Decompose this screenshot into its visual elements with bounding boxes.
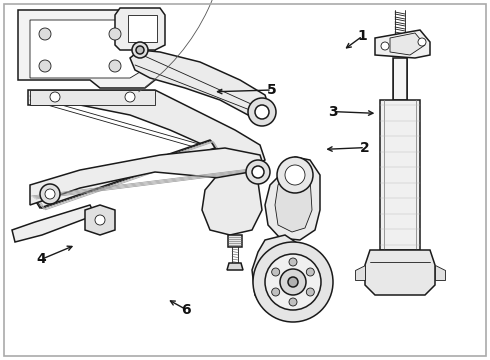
Circle shape: [277, 157, 313, 193]
Polygon shape: [275, 175, 312, 232]
Polygon shape: [30, 148, 265, 205]
Polygon shape: [85, 205, 115, 235]
Circle shape: [109, 60, 121, 72]
Circle shape: [50, 92, 60, 102]
Circle shape: [265, 254, 321, 310]
Circle shape: [248, 98, 276, 126]
Circle shape: [381, 42, 389, 50]
Polygon shape: [130, 50, 270, 118]
Polygon shape: [365, 250, 435, 295]
Polygon shape: [28, 90, 265, 168]
Polygon shape: [35, 140, 215, 208]
Polygon shape: [30, 20, 140, 78]
Polygon shape: [252, 235, 310, 310]
Polygon shape: [393, 58, 407, 100]
Circle shape: [253, 242, 333, 322]
Polygon shape: [265, 157, 320, 240]
Text: 2: 2: [360, 141, 370, 154]
Circle shape: [125, 92, 135, 102]
Circle shape: [246, 160, 270, 184]
Polygon shape: [228, 235, 242, 247]
Polygon shape: [115, 8, 165, 50]
Polygon shape: [435, 265, 445, 280]
Polygon shape: [202, 172, 262, 235]
Circle shape: [95, 215, 105, 225]
Text: 6: 6: [181, 303, 191, 316]
Circle shape: [136, 46, 144, 54]
Polygon shape: [12, 205, 95, 242]
Circle shape: [252, 166, 264, 178]
Circle shape: [39, 28, 51, 40]
Circle shape: [289, 298, 297, 306]
Text: 4: 4: [37, 252, 47, 266]
Circle shape: [40, 184, 60, 204]
Polygon shape: [390, 33, 425, 55]
Circle shape: [45, 189, 55, 199]
Polygon shape: [355, 265, 365, 280]
Circle shape: [271, 268, 280, 276]
Polygon shape: [18, 10, 155, 88]
Polygon shape: [30, 90, 155, 105]
Circle shape: [39, 60, 51, 72]
Polygon shape: [375, 30, 430, 58]
Circle shape: [132, 42, 148, 58]
Circle shape: [306, 288, 314, 296]
Circle shape: [271, 288, 280, 296]
Polygon shape: [128, 15, 157, 42]
Text: 5: 5: [267, 83, 277, 97]
Polygon shape: [380, 100, 420, 250]
Circle shape: [109, 28, 121, 40]
Circle shape: [280, 269, 306, 295]
Text: 1: 1: [358, 29, 368, 43]
Circle shape: [288, 277, 298, 287]
Text: 3: 3: [328, 105, 338, 118]
Circle shape: [285, 165, 305, 185]
Circle shape: [306, 268, 314, 276]
Circle shape: [418, 38, 426, 46]
Polygon shape: [227, 263, 243, 270]
Circle shape: [289, 258, 297, 266]
Circle shape: [255, 105, 269, 119]
